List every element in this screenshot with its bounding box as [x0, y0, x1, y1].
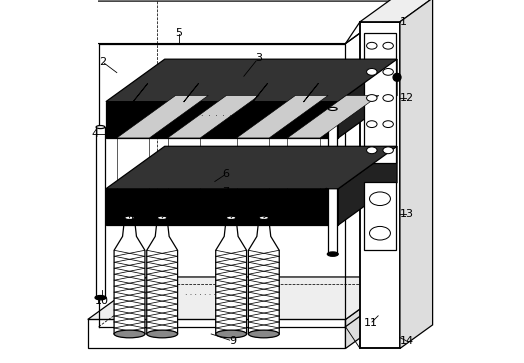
Polygon shape	[106, 146, 397, 189]
Polygon shape	[364, 33, 396, 163]
Text: · · · · · · ·: · · · · · · ·	[185, 291, 216, 300]
Text: 9: 9	[230, 336, 236, 346]
Ellipse shape	[383, 42, 394, 49]
Text: 12: 12	[400, 93, 414, 103]
Polygon shape	[106, 59, 397, 102]
Polygon shape	[96, 127, 105, 298]
Polygon shape	[88, 277, 405, 319]
Ellipse shape	[114, 330, 145, 338]
Text: 14: 14	[400, 336, 414, 346]
Ellipse shape	[369, 227, 390, 240]
Ellipse shape	[367, 121, 377, 127]
Ellipse shape	[367, 69, 377, 75]
Polygon shape	[117, 138, 149, 189]
Polygon shape	[117, 95, 208, 138]
Polygon shape	[168, 95, 259, 138]
Ellipse shape	[383, 69, 394, 75]
Text: 10: 10	[95, 296, 110, 306]
Polygon shape	[400, 0, 433, 348]
Text: 11: 11	[364, 318, 378, 328]
Polygon shape	[338, 146, 397, 225]
Polygon shape	[237, 138, 269, 189]
Polygon shape	[114, 218, 145, 334]
Polygon shape	[360, 22, 400, 348]
Ellipse shape	[367, 95, 377, 101]
Polygon shape	[106, 189, 338, 225]
Text: 13: 13	[400, 209, 414, 219]
Ellipse shape	[383, 121, 394, 127]
Polygon shape	[287, 95, 379, 138]
Text: 7: 7	[222, 187, 230, 197]
Text: 2: 2	[99, 57, 106, 67]
Polygon shape	[88, 319, 345, 348]
Polygon shape	[329, 109, 337, 254]
Ellipse shape	[96, 126, 105, 129]
Polygon shape	[345, 277, 405, 348]
Polygon shape	[248, 218, 279, 334]
Ellipse shape	[367, 147, 377, 154]
Ellipse shape	[95, 295, 106, 300]
Ellipse shape	[367, 42, 377, 49]
Ellipse shape	[328, 252, 338, 256]
Ellipse shape	[226, 216, 236, 220]
Ellipse shape	[393, 73, 401, 81]
Text: ·  ·  ·  ·  ·  ·: · · · · · ·	[201, 112, 239, 121]
Ellipse shape	[329, 107, 337, 110]
Polygon shape	[338, 59, 397, 138]
Ellipse shape	[383, 147, 394, 154]
Ellipse shape	[216, 330, 247, 338]
Ellipse shape	[125, 216, 134, 220]
Text: 6: 6	[222, 169, 229, 179]
Ellipse shape	[248, 330, 279, 338]
Ellipse shape	[147, 330, 178, 338]
Text: 1: 1	[400, 17, 407, 27]
Text: 4: 4	[92, 129, 99, 139]
Ellipse shape	[157, 216, 167, 220]
Ellipse shape	[259, 216, 269, 220]
Polygon shape	[360, 0, 433, 22]
Text: 3: 3	[255, 53, 262, 63]
Polygon shape	[106, 102, 338, 138]
Polygon shape	[287, 138, 320, 189]
Polygon shape	[147, 218, 178, 334]
Ellipse shape	[383, 95, 394, 101]
Polygon shape	[168, 138, 200, 189]
Text: 8: 8	[222, 205, 230, 216]
Polygon shape	[216, 218, 247, 334]
Polygon shape	[364, 182, 396, 250]
Polygon shape	[237, 95, 328, 138]
Ellipse shape	[369, 192, 390, 205]
Text: 5: 5	[175, 28, 182, 38]
